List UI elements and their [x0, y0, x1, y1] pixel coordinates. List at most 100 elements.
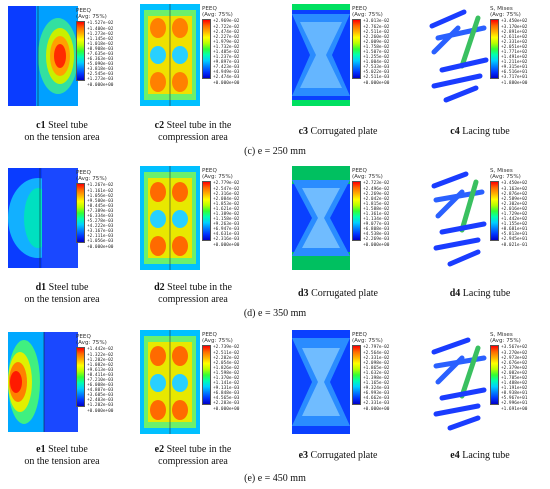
legend-value: +2.723e-02	[363, 181, 390, 187]
legend-value: +2.302e+02	[501, 201, 528, 207]
caption-tag: c2	[154, 120, 165, 131]
legend-value: +2.474e-03	[213, 75, 240, 81]
legend-value: +1.865e-02	[363, 365, 390, 371]
legend-value: +2.054e-02	[213, 360, 240, 366]
legend-title: PEEQ	[76, 8, 91, 14]
legend-value: +8.681e+01	[501, 227, 528, 233]
row-caption-e: (e) e = 450 mm	[244, 473, 306, 484]
legend-value: +2.331e-02	[363, 355, 390, 361]
legend-colorbar	[76, 347, 85, 408]
caption-c1: c1 Steel tube on the tension area	[2, 120, 122, 144]
legend-value: +2.496e-02	[363, 186, 390, 192]
legend-value: +2.891e+02	[501, 29, 528, 35]
caption-e4: e4 Lacing tube	[420, 450, 540, 462]
fe-contour-steel-tube-tension	[8, 168, 78, 268]
legend-title: PEEQ	[202, 6, 217, 12]
legend-value: +6.947e-03	[213, 227, 240, 233]
caption-text: Steel tube on the tension area	[24, 444, 100, 467]
caption-text: Steel tube in the compression area	[158, 444, 232, 467]
panel-d1: PEEQ (Avg: 75%) +1.267e-02 +1.161e-02 +1.0…	[8, 168, 133, 268]
fe-contour-steel-tube-tension	[8, 6, 78, 106]
legend-value: +3.567e+02	[501, 345, 528, 351]
legend-value: +2.098e-02	[363, 360, 390, 366]
legend-value: +2.084e-02	[213, 196, 240, 202]
legend-title: S, Mises	[490, 6, 513, 12]
legend-value: +1.237e-02	[213, 55, 240, 61]
fe-contour-steel-tube-compression	[140, 166, 200, 270]
legend-value: +6.993e-03	[363, 391, 390, 397]
panel-e4: S, Mises (Avg: 75%) +3.567e+02 +3.270e+02…	[428, 330, 550, 434]
legend-value: +2.331e-03	[363, 401, 390, 407]
legend-value: +1.161e-02	[87, 188, 114, 194]
legend-title: S, Mises	[490, 332, 513, 338]
legend-value: +0.000e+00	[363, 406, 390, 412]
fe-contour-steel-tube-tension	[8, 332, 78, 432]
legend-colorbar	[202, 19, 211, 80]
legend-value: +1.322e-02	[87, 352, 114, 358]
legend-value: +4.807e-03	[87, 388, 114, 394]
legend-value: +1.398e-02	[363, 375, 390, 381]
legend-value: +1.370e-02	[213, 375, 240, 381]
legend-value: +1.442e+02	[501, 217, 528, 223]
legend-value: +1.273e-02	[87, 31, 114, 37]
legend-value: +1.361e-02	[363, 211, 390, 217]
fe-contour-lacing-tube	[429, 9, 489, 103]
legend-title: PEEQ	[202, 332, 217, 338]
legend-value: +3.170e+02	[501, 24, 528, 30]
legend-value: +5.967e+01	[501, 396, 528, 402]
legend-value: +1.018e-02	[87, 41, 114, 47]
legend-value: +6.808e-03	[363, 227, 390, 233]
legend-value: +7.423e-03	[213, 65, 240, 71]
legend-value: +1.267e-02	[87, 183, 114, 189]
caption-tag: e1	[36, 444, 46, 455]
panel-e1: PEEQ (Avg: 75%) +1.442e-02 +1.322e-02 +1.2…	[8, 332, 133, 432]
legend-colorbar	[490, 19, 499, 80]
legend-value: +1.598e-02	[213, 370, 240, 376]
legend-value: +1.155e+02	[501, 222, 528, 228]
legend-value: +2.331e+02	[501, 39, 528, 45]
caption-tag: d2	[154, 282, 165, 293]
legend-value: +1.491e+02	[501, 55, 528, 61]
legend-value: +4.631e-03	[213, 232, 240, 238]
legend-value: +1.004e-02	[363, 60, 390, 66]
legend-value: +4.222e-03	[87, 224, 114, 230]
legend-value: +1.485e-02	[213, 49, 240, 55]
legend-value: +2.779e-02	[213, 181, 240, 187]
legend-value: +8.908e-03	[87, 46, 114, 52]
legend-value: +1.979e-02	[213, 39, 240, 45]
legend-subtitle: (Avg: 75%)	[490, 174, 521, 181]
legend-value: +3.450e+02	[501, 181, 528, 187]
legend-value: +5.022e-03	[363, 70, 390, 76]
legend-value: +2.111e-03	[87, 234, 114, 240]
legend-value: +1.442e-02	[87, 347, 114, 353]
caption-text: Lacing tube	[462, 450, 510, 461]
panel-d3: PEEQ (Avg: 75%) +2.723e-02 +2.496e-02 +2.2…	[292, 166, 422, 270]
legend-value: +9.500e-03	[87, 198, 114, 204]
caption-tag: e2	[154, 444, 165, 455]
legend-value: +2.996e+01	[501, 401, 528, 407]
caption-d1: d1 Steel tube on the tension area	[2, 282, 122, 306]
caption-tag: e3	[298, 450, 309, 461]
legend-value: +3.605e-03	[87, 393, 114, 399]
legend-value: +2.945e+01	[501, 237, 528, 243]
caption-tag: c3	[298, 126, 309, 137]
legend-value: +2.973e+02	[501, 355, 528, 361]
legend-value: +1.211e+02	[501, 60, 528, 66]
caption-c2: c2 Steel tube in the compression area	[128, 120, 258, 144]
legend-value: +3.270e+02	[501, 350, 528, 356]
caption-e2: e2 Steel tube in the compression area	[128, 444, 258, 468]
panel-c1: PEEQ (Avg: 75%) +1.527e-02 +1.400e-02 +1.2…	[8, 6, 133, 106]
caption-d4: d4 Lacing tube	[420, 288, 540, 300]
legend-value: +1.771e+02	[501, 49, 528, 55]
legend-value: +2.227e-02	[213, 34, 240, 40]
fe-contour-corrugated-plate	[292, 166, 350, 270]
legend-value: +2.511e-02	[363, 29, 390, 35]
legend-value: +7.635e-03	[87, 51, 114, 57]
caption-tag: d4	[449, 288, 461, 299]
legend-value: +1.758e-02	[363, 44, 390, 50]
legend-subtitle: (Avg: 75%)	[76, 14, 107, 21]
panel-c3: PEEQ (Avg: 75%) +3.013e-02 +2.762e-02 +2.5…	[292, 4, 422, 106]
legend-value: +1.165e-02	[363, 381, 390, 387]
legend-subtitle: (Avg: 75%)	[352, 338, 383, 345]
legend-value: +0.000e+00	[87, 82, 114, 88]
